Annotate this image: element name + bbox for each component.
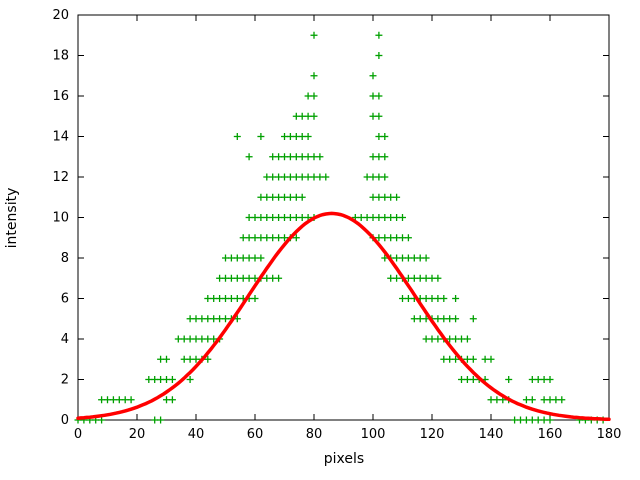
x-tick-label: 120	[420, 427, 445, 442]
x-tick-label: 0	[74, 427, 82, 442]
x-tick-label: 60	[247, 427, 264, 442]
x-axis-ticks: 0 20 40 60 80 100 120 140 160 180	[74, 15, 622, 442]
y-axis-ticks: 0 2 4 6 8 10 12 14 16 18 20	[52, 8, 609, 428]
x-tick-label: 20	[129, 427, 146, 442]
y-tick-label: 6	[61, 292, 69, 307]
x-axis-label: pixels	[324, 451, 364, 467]
y-tick-label: 18	[52, 49, 69, 64]
y-axis-label: intensity	[4, 188, 20, 249]
y-tick-label: 0	[61, 413, 69, 428]
x-tick-label: 40	[188, 427, 205, 442]
x-tick-label: 80	[306, 427, 323, 442]
x-tick-label: 100	[361, 427, 386, 442]
y-tick-label: 20	[52, 8, 69, 23]
scatter-points	[74, 31, 607, 424]
x-tick-label: 160	[538, 427, 563, 442]
y-tick-label: 8	[61, 251, 69, 266]
y-tick-label: 12	[52, 170, 69, 185]
x-tick-label: 140	[479, 427, 504, 442]
y-tick-label: 4	[61, 332, 69, 347]
y-tick-label: 14	[52, 130, 69, 145]
y-tick-label: 2	[61, 373, 69, 388]
x-tick-label: 180	[597, 427, 622, 442]
y-tick-label: 16	[52, 89, 69, 104]
fit-curve	[76, 211, 611, 422]
y-tick-label: 10	[52, 211, 69, 226]
